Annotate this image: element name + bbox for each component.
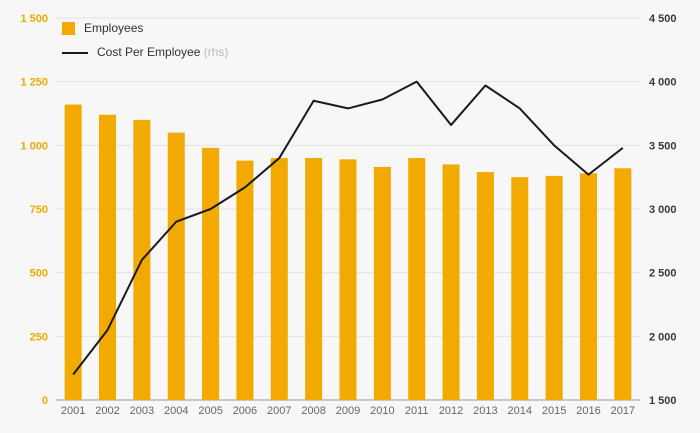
x-tick-2015: 2015 <box>542 405 566 417</box>
bar-2004 <box>167 132 185 400</box>
right-axis-tick: 3 000 <box>649 204 677 216</box>
right-axis-tick: 4 000 <box>649 77 677 89</box>
left-axis-tick: 1 500 <box>20 13 48 25</box>
x-tick-2005: 2005 <box>198 405 222 417</box>
legend: Employees Cost Per Employee (rhs) <box>62 22 228 59</box>
bar-2002 <box>99 114 117 401</box>
bar-2015 <box>545 175 563 400</box>
x-tick-2007: 2007 <box>267 405 291 417</box>
bar-2007 <box>270 158 288 400</box>
x-tick-2006: 2006 <box>233 405 257 417</box>
left-axis-tick: 0 <box>42 395 48 407</box>
x-tick-2002: 2002 <box>95 405 119 417</box>
x-tick-2008: 2008 <box>301 405 325 417</box>
right-axis-tick: 2 500 <box>649 268 677 280</box>
left-axis-tick: 1 250 <box>20 77 48 89</box>
cost-line-swatch <box>62 51 88 54</box>
x-tick-2012: 2012 <box>439 405 463 417</box>
x-tick-2017: 2017 <box>611 405 635 417</box>
legend-rhs-note: (rhs) <box>200 45 229 59</box>
bar-2012 <box>442 164 460 400</box>
left-axis-tick: 750 <box>30 204 48 216</box>
bar-2010 <box>373 166 391 400</box>
bar-2009 <box>339 159 357 400</box>
bar-2016 <box>579 173 597 400</box>
left-axis-tick: 1 000 <box>20 140 48 152</box>
legend-item-employees: Employees <box>62 22 228 35</box>
bar-2017 <box>614 168 632 400</box>
legend-label-employees: Employees <box>84 21 144 35</box>
bar-2005 <box>202 147 220 400</box>
x-tick-2011: 2011 <box>405 405 429 417</box>
right-axis-tick: 3 500 <box>649 140 677 152</box>
bar-2001 <box>64 104 82 400</box>
employees-swatch <box>62 22 75 35</box>
legend-label-cost: Cost Per Employee (rhs) <box>97 45 229 59</box>
bar-2011 <box>408 158 426 400</box>
bar-2014 <box>511 177 529 400</box>
x-tick-2010: 2010 <box>370 405 394 417</box>
left-axis-tick: 500 <box>30 268 48 280</box>
right-axis-tick: 4 500 <box>649 13 677 25</box>
x-tick-2014: 2014 <box>508 405 532 417</box>
cost-per-employee-line <box>72 80 624 376</box>
right-axis-tick: 1 500 <box>649 395 677 407</box>
bar-2013 <box>476 172 494 400</box>
x-tick-2009: 2009 <box>336 405 360 417</box>
x-tick-2016: 2016 <box>576 405 600 417</box>
x-tick-2001: 2001 <box>61 405 85 417</box>
bar-2006 <box>236 160 254 400</box>
x-tick-2013: 2013 <box>473 405 497 417</box>
x-tick-2003: 2003 <box>130 405 154 417</box>
legend-item-cost-per-employee: Cost Per Employee (rhs) <box>62 46 228 59</box>
right-axis-tick: 2 000 <box>649 331 677 343</box>
left-axis-tick: 250 <box>30 331 48 343</box>
x-tick-2004: 2004 <box>164 405 188 417</box>
bar-2008 <box>305 158 323 400</box>
